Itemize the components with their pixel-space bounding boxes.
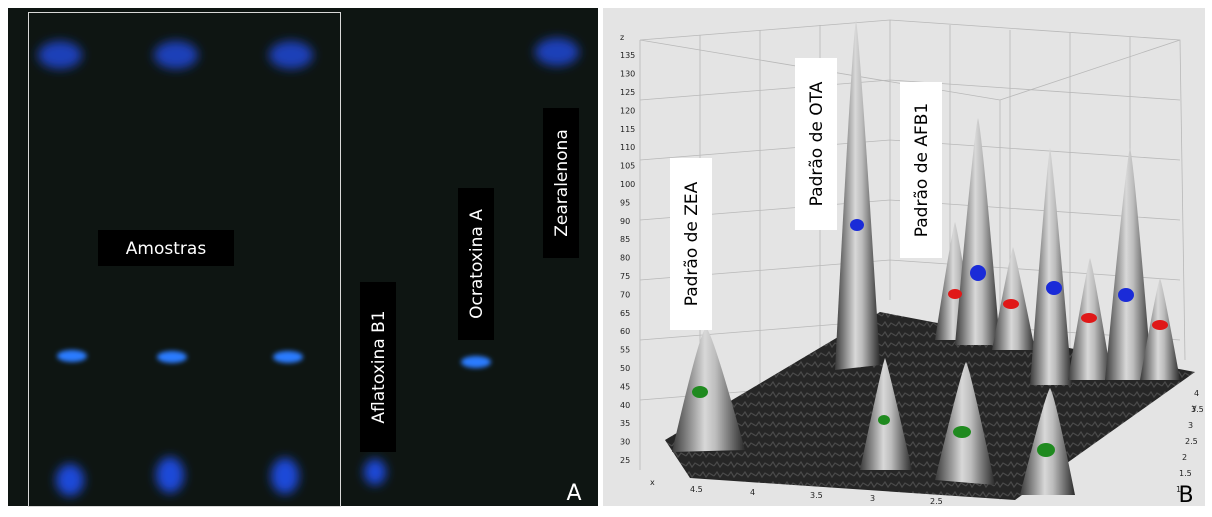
panel-letter: A: [566, 481, 581, 506]
y-tick-label: 1: [1176, 485, 1181, 494]
panel-b: Padrão de ZEA Padrão de OTA Padrão de AF…: [603, 8, 1205, 508]
samples-label: Amostras: [126, 239, 207, 259]
afb1-standard-label: Padrão de AFB1: [912, 103, 932, 237]
z-tick-label: 110: [620, 143, 635, 152]
z-tick-label: 85: [620, 235, 630, 244]
tlc-plate: [8, 8, 598, 506]
zea-standard-label: Padrão de ZEA: [682, 181, 702, 306]
z-tick-label: 80: [620, 254, 630, 263]
z-tick-label: 90: [620, 217, 630, 226]
y-tick-label: 4: [1194, 389, 1199, 398]
x-tick-label: 4: [750, 488, 755, 497]
y-tick-label: 3: [1188, 421, 1193, 430]
z-tick-label: 45: [620, 382, 630, 391]
zea-label: Zearalenona: [552, 129, 572, 236]
afb1-label: Aflatoxina B1: [369, 310, 389, 423]
figure: Amostras Aflatoxina B1 Ocratoxina A Zear…: [0, 0, 1212, 517]
z-tick-label: 60: [620, 327, 630, 336]
z-tick-label: 40: [620, 401, 630, 410]
z-tick-label: 95: [620, 198, 630, 207]
z-tick-label: 120: [620, 106, 635, 115]
y-tick-label: 2: [1182, 453, 1187, 462]
ota-standard-label: Padrão de OTA: [807, 81, 827, 206]
z-tick-label: 65: [620, 309, 630, 318]
z-axis-label: z: [620, 33, 624, 42]
z-tick-label: 130: [620, 70, 635, 79]
x-axis-label: x: [650, 478, 655, 487]
z-tick-label: 75: [620, 272, 630, 281]
ota-label: Ocratoxina A: [467, 209, 487, 319]
z-tick-label: 125: [620, 88, 635, 97]
x-tick-label: 3: [870, 494, 875, 503]
z-tick-label: 30: [620, 438, 630, 447]
y-tick-label: 1.5: [1179, 469, 1192, 478]
x-tick-label: 2.5: [930, 497, 943, 506]
z-tick-label: 70: [620, 290, 630, 299]
z-tick-label: 50: [620, 364, 630, 373]
z-tick-label: 35: [620, 419, 630, 428]
z-tick-label: 100: [620, 180, 635, 189]
z-tick-label: 55: [620, 346, 630, 355]
y-tick-label: 2.5: [1185, 437, 1198, 446]
x-tick-label: 4.5: [690, 485, 703, 494]
z-tick-label: 115: [620, 125, 635, 134]
z-tick-label: 105: [620, 162, 635, 171]
z-tick-label: 135: [620, 51, 635, 60]
panel-a: Amostras Aflatoxina B1 Ocratoxina A Zear…: [8, 8, 598, 507]
y-tick-label: 3.5: [1191, 405, 1204, 414]
x-tick-label: 3.5: [810, 491, 823, 500]
z-tick-label: 25: [620, 456, 630, 465]
page: {"panel_a": {"labels": {"samples": "Amos…: [0, 0, 1212, 517]
